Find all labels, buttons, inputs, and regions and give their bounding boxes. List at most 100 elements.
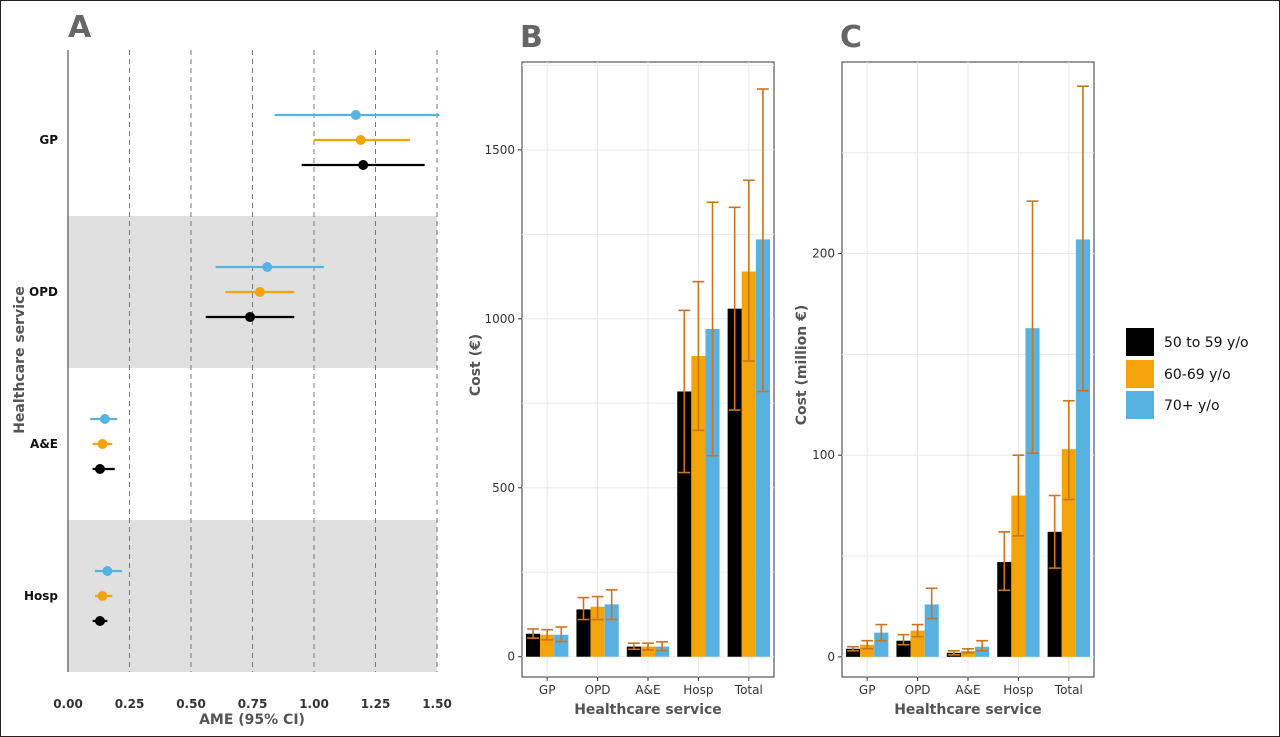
bar-70-y-o-hosp (705, 328, 720, 657)
error-bar-70-y-o-total (756, 88, 769, 393)
panel-b: 0 500 1000 1500 GP OPD A&E Hosp Total (484, 61, 775, 697)
panel-c-x-axis-title: Healthcare service (894, 702, 1042, 718)
y-tick-label-100: 100 (812, 448, 835, 462)
point-60-69-y-o-gp (355, 135, 366, 145)
point-50-to-59-y-o-opd (245, 312, 256, 322)
bar-50-to-59-y-o-hosp (997, 562, 1012, 657)
error-bar-60-69-y-o-a-e (962, 647, 974, 654)
bar-70-y-o-total (1075, 239, 1090, 657)
panel-b-x-axis-title: Healthcare service (574, 702, 722, 718)
x-tick-label-opd: OPD (905, 683, 931, 697)
error-bar-60-69-y-o-opd (911, 623, 924, 638)
x-tick-label-0-75: 0.75 (238, 697, 268, 711)
point-50-to-59-y-o-gp (358, 160, 369, 170)
point-60-69-y-o-a-e (97, 439, 108, 449)
legend-label-70-plus: 70+ y/o (1164, 398, 1220, 414)
error-bar-70-y-o-a-e (976, 639, 989, 652)
error-bar-50-to-59-y-o-gp (847, 645, 860, 652)
bar-50-to-59-y-o-gp (846, 648, 861, 657)
error-bar-60-69-y-o-total (1062, 399, 1075, 501)
bar-60-69-y-o-total (1061, 449, 1076, 657)
error-bar-60-69-y-o-hosp (1012, 454, 1025, 537)
x-tick-label-a-e: A&E (955, 683, 980, 697)
y-tick-label-500: 500 (492, 481, 515, 495)
panel-c: 0 100 200 GP OPD A&E Hosp Total (812, 61, 1095, 697)
x-tick-label-a-e: A&E (635, 683, 660, 697)
x-tick-label-0-25: 0.25 (115, 697, 145, 711)
panel-a: 0.00 0.25 0.50 0.75 1.00 1.25 1.50 GP OPD A&E Hosp (24, 50, 452, 711)
bar-50-to-59-y-o-opd (576, 609, 591, 657)
legend: 50 to 59 y/o 60-69 y/o 70+ y/o (1126, 328, 1249, 419)
panel-letter-c: C (840, 20, 862, 55)
x-tick-label-1-50: 1.50 (422, 697, 452, 711)
bar-60-69-y-o-gp (860, 644, 875, 657)
error-bar-60-69-y-o-opd (591, 595, 604, 621)
panel-letter-a: A (68, 10, 92, 45)
error-bar-60-69-y-o-a-e (642, 642, 654, 651)
bar-70-y-o-gp (874, 632, 889, 657)
error-bar-50-to-59-y-o-hosp (998, 531, 1011, 592)
error-bar-50-to-59-y-o-opd (897, 633, 910, 646)
y-tick-label-1500: 1500 (484, 143, 515, 157)
error-bar-70-y-o-a-e (656, 641, 669, 652)
x-tick-label-1-25: 1.25 (361, 697, 391, 711)
y-tick-label-hosp: Hosp (24, 589, 58, 603)
y-tick-label-gp: GP (39, 133, 58, 147)
x-tick-label-1-00: 1.00 (299, 697, 329, 711)
error-bar-50-to-59-y-o-gp (527, 628, 540, 639)
bar-70-y-o-a-e (975, 646, 990, 657)
bar-50-to-59-y-o-gp (526, 633, 541, 657)
x-tick-label-total: Total (1054, 683, 1083, 697)
point-70-y-o-opd (262, 262, 273, 272)
bar-60-69-y-o-total (741, 271, 756, 657)
bar-70-y-o-a-e (655, 646, 670, 657)
x-tick-label-0-50: 0.50 (176, 697, 206, 711)
error-bar-50-to-59-y-o-hosp (678, 309, 691, 474)
x-tick-label-0-00: 0.00 (53, 697, 83, 711)
x-tick-label-hosp: Hosp (683, 683, 713, 697)
point-70-y-o-hosp (102, 566, 113, 576)
x-tick-label-opd: OPD (585, 683, 611, 697)
error-bar-60-69-y-o-total (742, 179, 755, 362)
error-bar-70-y-o-opd (605, 589, 618, 621)
x-tick-label-gp: GP (859, 683, 876, 697)
point-60-69-y-o-hosp (97, 591, 108, 601)
panel-b-y-axis-title: Cost (€) (468, 334, 484, 396)
panel-a-y-axis-title: Healthcare service (12, 286, 28, 434)
error-bar-60-69-y-o-gp (541, 628, 554, 641)
bar-70-y-o-opd (924, 604, 939, 657)
y-tick-label-a-e: A&E (30, 437, 58, 451)
point-70-y-o-gp (350, 110, 361, 120)
error-bar-70-y-o-hosp (1026, 200, 1039, 454)
y-tick-label-1000: 1000 (484, 312, 515, 326)
legend-swatch-60-69 (1126, 360, 1154, 388)
y-tick-label-200: 200 (812, 247, 835, 261)
y-tick-label-opd: OPD (29, 285, 58, 299)
error-bar-70-y-o-total (1076, 85, 1089, 392)
x-tick-label-gp: GP (539, 683, 556, 697)
bar-50-to-59-y-o-total (727, 308, 742, 657)
error-bar-50-to-59-y-o-a-e (627, 642, 640, 651)
legend-label-50-59: 50 to 59 y/o (1164, 335, 1249, 351)
error-bar-60-69-y-o-hosp (692, 280, 705, 432)
bar-50-to-59-y-o-a-e (626, 646, 641, 657)
legend-label-60-69: 60-69 y/o (1164, 367, 1231, 383)
y-tick-label-0: 0 (507, 650, 515, 664)
error-bar-50-to-59-y-o-a-e (947, 649, 960, 656)
legend-swatch-50-59 (1126, 328, 1154, 356)
error-bar-50-to-59-y-o-total (728, 206, 741, 411)
panel-a-x-axis-title: AME (95% CI) (199, 712, 305, 728)
error-bar-60-69-y-o-gp (861, 639, 874, 650)
panel-letter-b: B (520, 20, 543, 55)
error-bar-70-y-o-opd (925, 587, 938, 620)
bar-60-69-y-o-a-e (640, 646, 656, 657)
error-bar-50-to-59-y-o-opd (577, 596, 590, 621)
bar-70-y-o-opd (604, 604, 619, 657)
bar-50-to-59-y-o-hosp (677, 391, 692, 657)
bar-70-y-o-hosp (1025, 328, 1040, 657)
band-hosp (68, 520, 437, 672)
error-bar-70-y-o-gp (555, 626, 568, 643)
error-bar-70-y-o-hosp (706, 201, 719, 457)
x-tick-label-total: Total (734, 683, 763, 697)
